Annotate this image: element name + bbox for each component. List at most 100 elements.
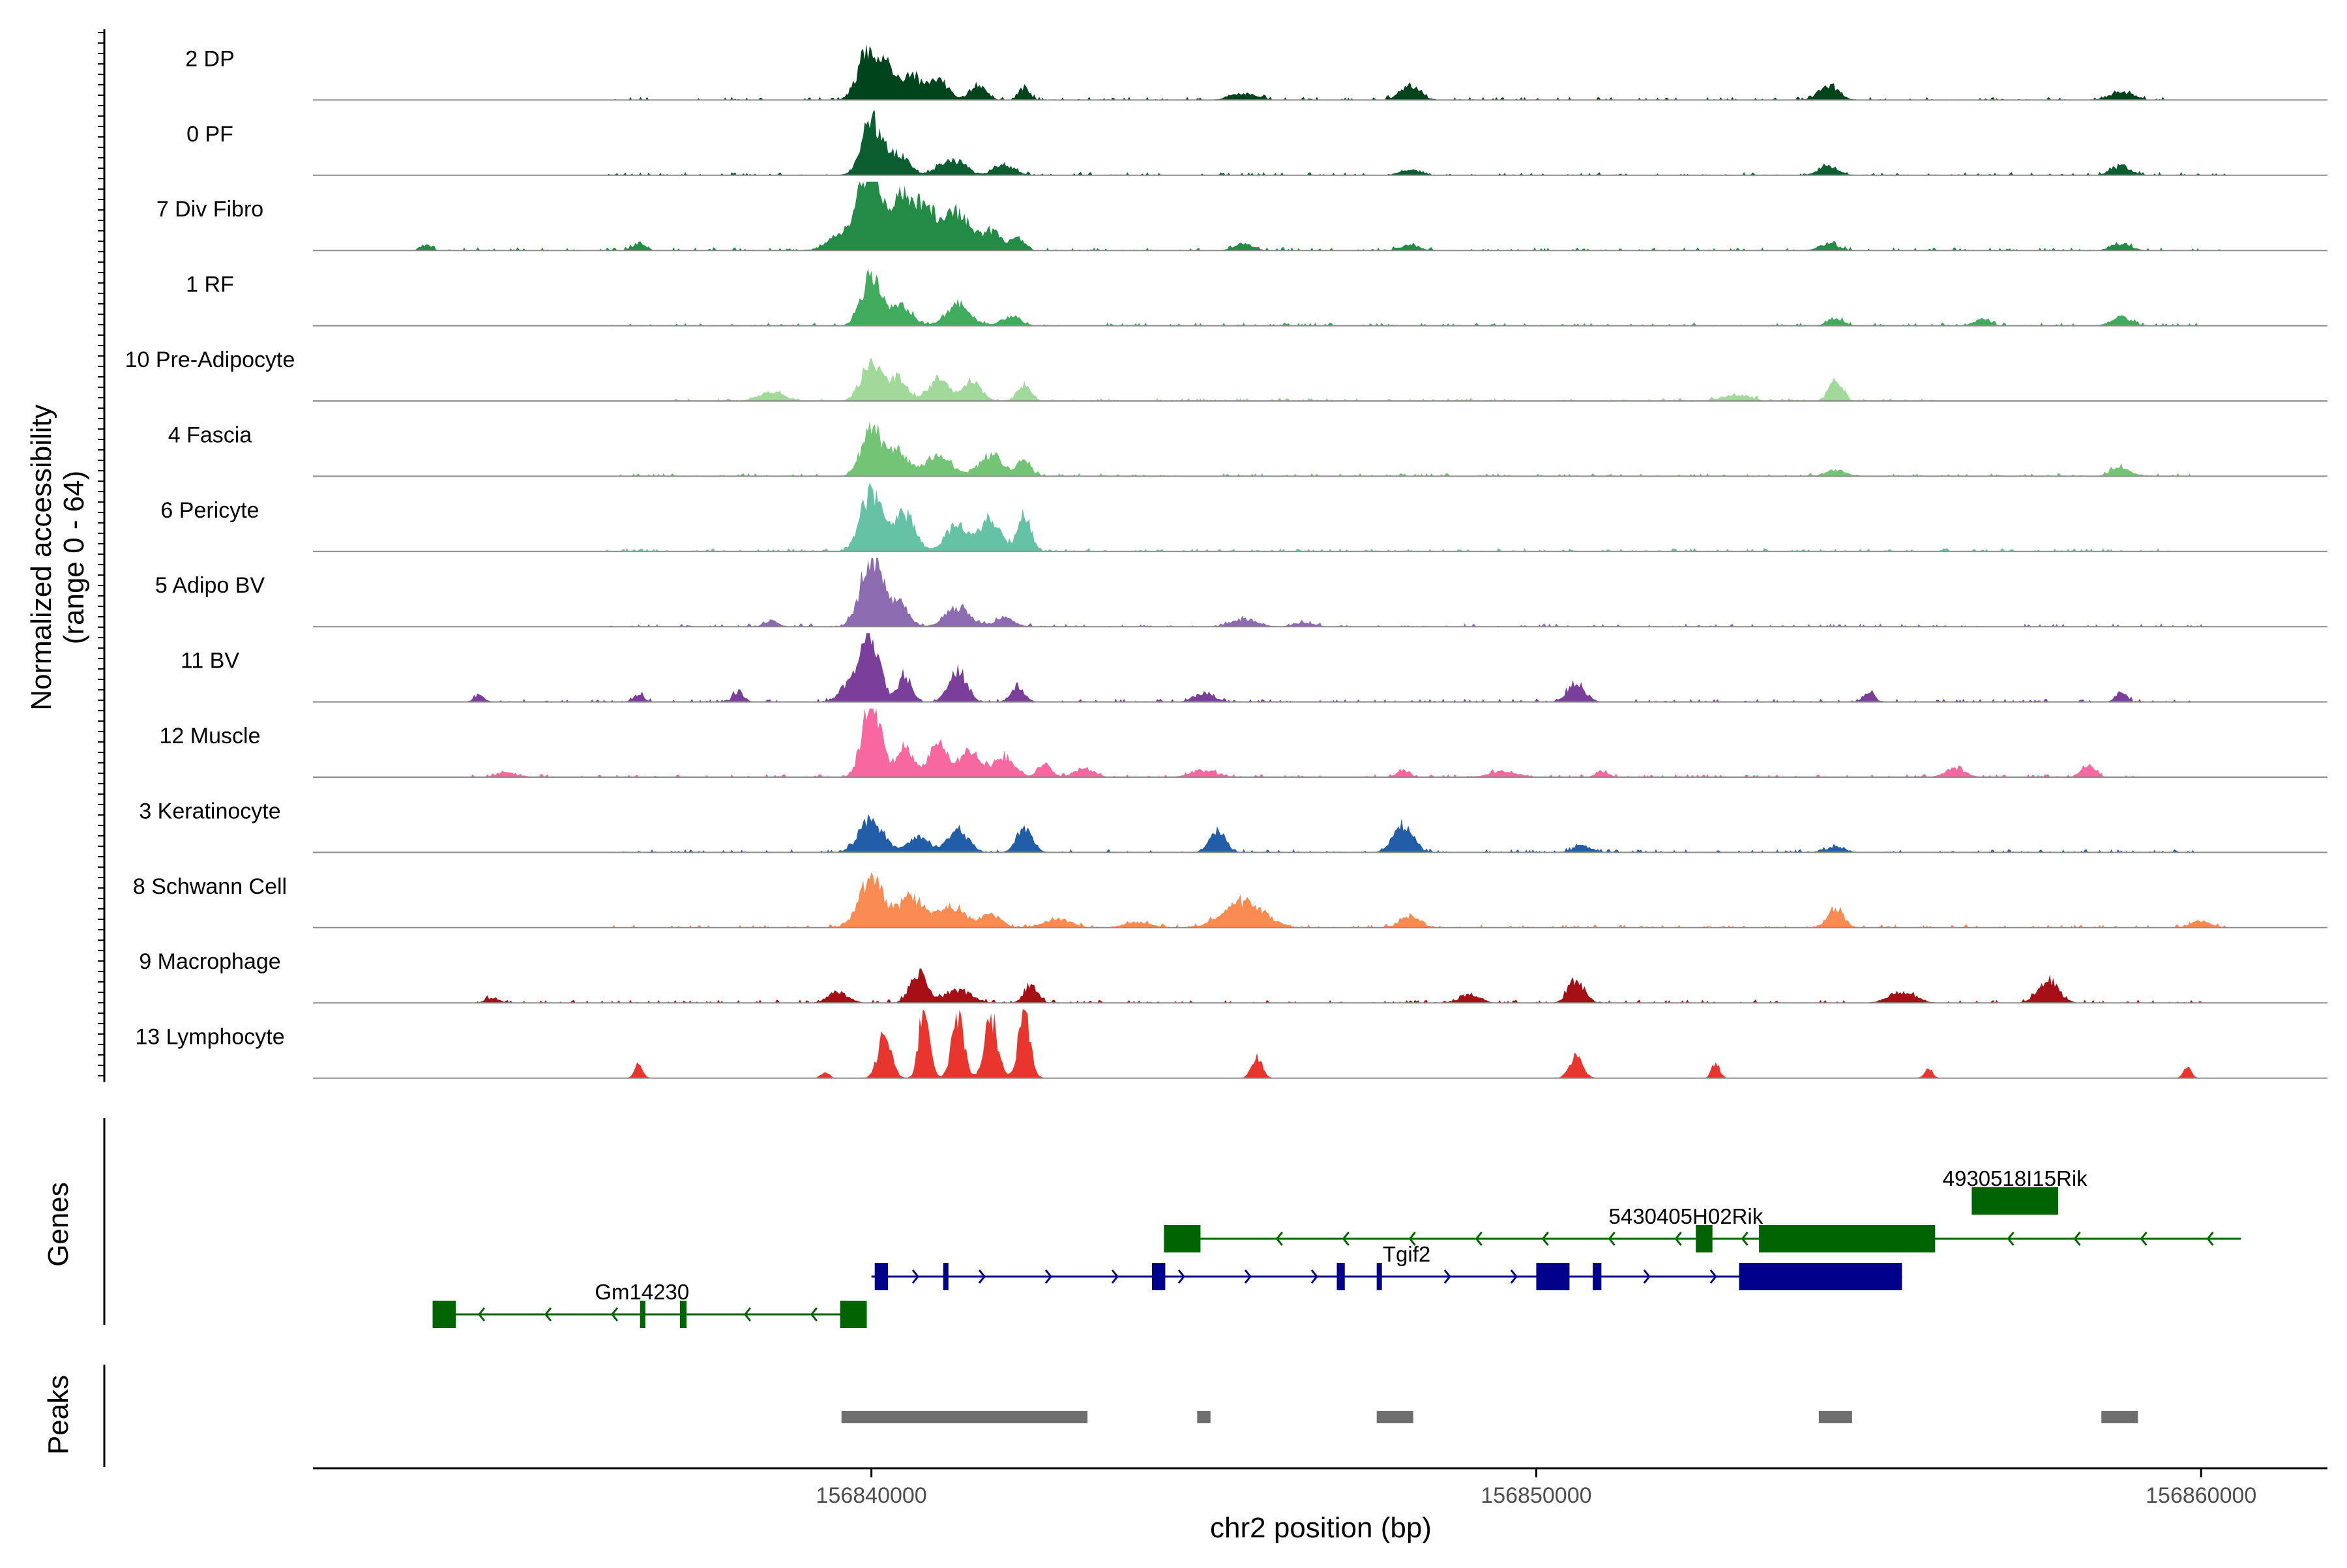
track-1-rf: 1 RF (186, 269, 2327, 327)
track-label: 8 Schwann Cell (133, 874, 287, 899)
coverage-area (313, 557, 2327, 627)
track-label: 3 Keratinocyte (139, 799, 280, 823)
x-axis-title: chr2 position (bp) (1210, 1512, 1432, 1544)
coverage-area (313, 421, 2327, 477)
peaks-axis-title: Peaks (42, 1375, 74, 1455)
coverage-area (313, 872, 2327, 928)
coverage-area (313, 269, 2327, 326)
track-0-pf: 0 PF (186, 110, 2327, 176)
coverage-area (313, 814, 2327, 853)
strand-arrow (1244, 1269, 1252, 1284)
gene-5430405h02rik: 5430405H02Rik (1164, 1204, 2241, 1252)
gene-4930518i15rik: 4930518I15Rik (1943, 1166, 2088, 1215)
track-label: 13 Lymphocyte (135, 1025, 284, 1050)
strand-arrow (544, 1307, 552, 1322)
exon (1759, 1225, 1936, 1252)
coverage-area (313, 357, 2327, 401)
strand-arrow (911, 1269, 919, 1284)
strand-arrow (743, 1307, 752, 1322)
exon (874, 1263, 889, 1290)
track-9-macrophage: 9 Macrophage (139, 949, 2327, 1004)
peak-region (1818, 1411, 1852, 1423)
strand-arrow (1709, 1269, 1717, 1284)
strand-arrow (1408, 1232, 1416, 1246)
strand-arrow (1275, 1232, 1283, 1246)
strand-arrow (1342, 1232, 1350, 1246)
exon (1971, 1187, 2058, 1215)
gene-track: Gm14230 Tgif2 5430405H02Rik 4930518I15Rik (103, 1118, 2241, 1328)
coverage-area (313, 482, 2327, 552)
track-8-schwann-cell: 8 Schwann Cell (133, 872, 2327, 928)
track-13-lymphocyte: 13 Lymphocyte (135, 1009, 2327, 1079)
gene-label: 5430405H02Rik (1609, 1204, 1764, 1228)
peak-region (2101, 1411, 2138, 1423)
track-7-div-fibro: 7 Div Fibro (156, 181, 2327, 252)
strand-arrow (1741, 1232, 1749, 1246)
track-label: 1 RF (186, 273, 234, 297)
gene-label: Gm14230 (595, 1280, 689, 1304)
gene-gm14230: Gm14230 (432, 1280, 867, 1328)
exon (840, 1301, 867, 1328)
strand-arrow (1541, 1232, 1549, 1246)
gene-tgif2: Tgif2 (871, 1242, 1902, 1290)
exon (640, 1301, 645, 1328)
coverage-tracks: 2 DP 0 PF 7 Div Fibro 1 RF 10 Pre-Adipocyte 4… (125, 44, 2327, 1079)
gene-label: Tgif2 (1383, 1242, 1430, 1266)
strand-arrow (1111, 1269, 1119, 1284)
strand-arrow (1044, 1269, 1052, 1284)
main-y-axis (98, 29, 106, 1082)
strand-arrow (2007, 1232, 2015, 1246)
coverage-area (313, 1009, 2327, 1078)
track-label: 0 PF (186, 122, 233, 147)
strand-arrow (978, 1269, 986, 1284)
exon (1739, 1263, 1902, 1290)
exon (432, 1301, 456, 1328)
track-5-adipo-bv: 5 Adipo BV (155, 557, 2327, 628)
exon (1151, 1263, 1166, 1290)
exon (679, 1301, 687, 1328)
coverage-area (313, 44, 2327, 100)
exon (1536, 1263, 1570, 1290)
coverage-area (313, 968, 2327, 1003)
strand-arrow (1177, 1269, 1185, 1284)
track-label: 7 Div Fibro (156, 197, 263, 222)
track-label: 5 Adipo BV (155, 573, 265, 598)
strand-arrow (2073, 1232, 2081, 1246)
peak-region (1376, 1411, 1413, 1423)
track-12-muscle: 12 Muscle (160, 708, 2327, 778)
exon (1593, 1263, 1602, 1290)
track-label: 9 Macrophage (139, 949, 280, 974)
track-10-pre-adipocyte: 10 Pre-Adipocyte (125, 348, 2327, 402)
strand-arrow (1475, 1232, 1483, 1246)
coverage-area (313, 110, 2327, 175)
peak-track (103, 1365, 2138, 1467)
main-y-axis-subtitle: (range 0 - 64) (58, 471, 90, 645)
track-label: 10 Pre-Adipocyte (125, 348, 295, 372)
coverage-area (313, 708, 2327, 777)
exon (1164, 1225, 1201, 1252)
strand-arrow (478, 1307, 486, 1322)
exon (1696, 1225, 1713, 1252)
strand-arrow (610, 1307, 619, 1322)
strand-arrow (1443, 1269, 1451, 1284)
main-y-axis-title: Normalized accessibility (25, 404, 57, 710)
coverage-area (313, 633, 2327, 702)
exon (943, 1263, 949, 1290)
track-label: 11 BV (181, 649, 239, 673)
strand-arrow (1608, 1232, 1616, 1246)
track-label: 6 Pericyte (160, 498, 259, 523)
x-tick-label: 156840000 (816, 1483, 927, 1508)
track-6-pericyte: 6 Pericyte (160, 482, 2327, 552)
exon (1336, 1263, 1345, 1290)
genes-axis-title: Genes (42, 1182, 74, 1267)
x-tick-label: 156860000 (2146, 1483, 2256, 1508)
track-2-dp: 2 DP (185, 44, 2327, 101)
peak-region (1197, 1411, 1211, 1423)
coverage-area (313, 181, 2327, 251)
peak-region (841, 1411, 1088, 1423)
exon (1376, 1263, 1382, 1290)
strand-arrow (2206, 1232, 2214, 1246)
strand-arrow (1310, 1269, 1318, 1284)
